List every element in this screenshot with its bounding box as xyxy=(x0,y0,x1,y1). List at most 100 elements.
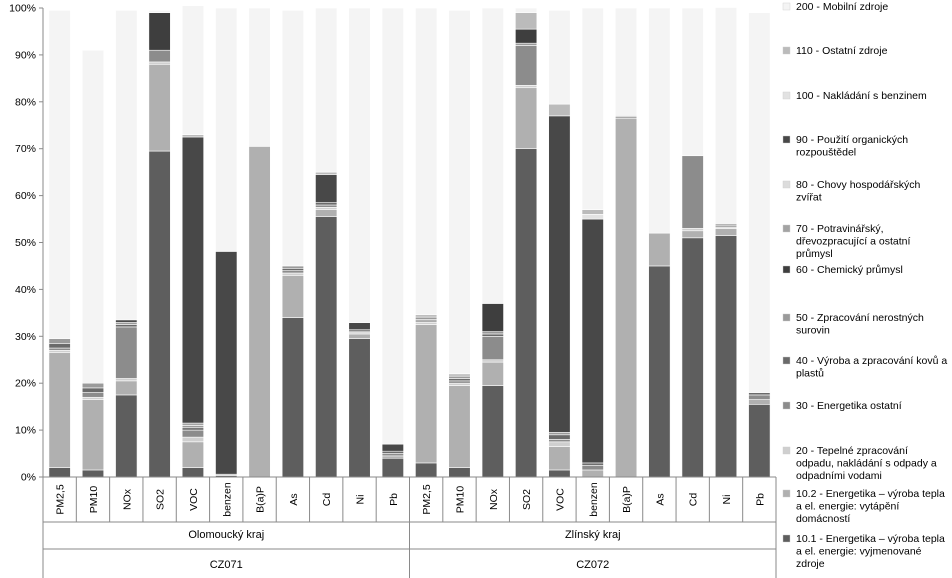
bar-segment xyxy=(714,7,738,225)
bar-segment xyxy=(115,380,138,396)
legend-swatch xyxy=(782,135,791,144)
bar-segment xyxy=(581,7,604,210)
y-tick-label: 60% xyxy=(15,190,36,202)
bar-segment xyxy=(315,174,338,203)
bar-segment xyxy=(681,230,704,239)
bar-segment xyxy=(115,394,138,478)
bar-segment xyxy=(148,63,171,152)
bar-segment xyxy=(115,10,138,321)
bar-segment xyxy=(581,214,604,220)
bar-segment xyxy=(81,469,105,478)
bar-segment xyxy=(448,380,471,384)
bar-segment xyxy=(714,228,738,236)
y-tick-label: 100% xyxy=(9,3,36,15)
x-tick-label: PM2,5 xyxy=(421,484,433,515)
bar-segment xyxy=(448,467,471,478)
bar-segment xyxy=(315,204,338,208)
bar-segment xyxy=(248,7,271,147)
bar-segment xyxy=(714,235,738,478)
bar-segment xyxy=(81,396,105,400)
bar-segment xyxy=(115,321,138,325)
y-tick-label: 50% xyxy=(15,237,36,249)
bar-segment xyxy=(415,321,438,325)
y-tick-label: 30% xyxy=(15,331,36,343)
bar-segment xyxy=(348,338,371,478)
bar-segment xyxy=(515,148,538,478)
bar-segment xyxy=(315,216,338,478)
bar-segment xyxy=(548,434,571,440)
x-tick-label: benzen xyxy=(221,482,233,517)
bar-segment xyxy=(281,270,304,274)
bar-segment xyxy=(281,10,304,267)
bar-segment xyxy=(748,404,771,478)
bar-segment xyxy=(181,429,204,438)
bar-segment xyxy=(181,136,204,424)
legend-swatch xyxy=(782,401,791,410)
bar-segment xyxy=(515,7,538,13)
bar-segment xyxy=(481,385,504,478)
bar-segment xyxy=(548,439,571,443)
x-tick-label: B(a)P xyxy=(621,486,633,513)
bar-segment xyxy=(681,228,704,232)
bar-segment xyxy=(181,422,204,426)
x-tick-label: Pb xyxy=(388,493,400,506)
x-tick-label: VOC xyxy=(188,488,200,511)
bar-segment xyxy=(415,462,438,478)
bar-segment xyxy=(281,275,304,318)
bar-segment xyxy=(448,378,471,382)
y-tick-label: 80% xyxy=(15,96,36,108)
legend-label: 80 - Chovy hospodářských zvířat xyxy=(796,179,920,204)
bar-segment xyxy=(315,202,338,206)
bar-segment xyxy=(248,146,271,478)
x-tick-label: SO2 xyxy=(521,489,533,510)
x-tick-label: B(a)P xyxy=(255,486,267,513)
x-tick-label: NOx xyxy=(488,488,500,510)
legend-label: 70 - Potravinářský, dřevozpracující a ost… xyxy=(796,223,910,260)
x-tick-label: Ni xyxy=(355,495,367,505)
bar-segment xyxy=(481,303,504,332)
legend-label: 100 - Nakládání s benzinem xyxy=(796,90,927,102)
legend-swatch xyxy=(782,46,791,55)
group-code-label: CZ072 xyxy=(576,559,609,571)
legend-swatch xyxy=(782,2,791,11)
bar-segment xyxy=(381,457,404,478)
bar-segment xyxy=(115,324,138,328)
bar-segment xyxy=(348,322,371,331)
bar-segment xyxy=(148,10,171,13)
bar-segment xyxy=(448,375,471,379)
bar-segment xyxy=(81,49,105,384)
bar-segment xyxy=(515,28,538,44)
bar-segment xyxy=(281,317,304,478)
bar-segment xyxy=(381,450,404,454)
legend-swatch xyxy=(782,534,791,543)
bar-segment xyxy=(448,373,471,377)
bar-segment xyxy=(48,467,71,478)
y-tick-label: 90% xyxy=(15,49,36,61)
bar-segment xyxy=(515,87,538,150)
legend-label: 10.1 - Energetika – výroba tepla a el. en… xyxy=(796,533,945,570)
bar-segment xyxy=(181,134,204,138)
bar-segment xyxy=(48,338,71,344)
group-label: Olomoucký kraj xyxy=(188,529,264,541)
bar-segment xyxy=(681,155,704,229)
legend-swatch xyxy=(782,224,791,233)
bar-segment xyxy=(81,392,105,398)
bar-segment xyxy=(548,103,571,117)
bar-segment xyxy=(281,267,304,271)
legend-label: 50 - Zpracování nerostných surovin xyxy=(796,312,924,337)
bar-segment xyxy=(348,7,371,324)
bar-segment xyxy=(581,218,604,464)
bar-segment xyxy=(148,150,171,478)
bar-segment xyxy=(548,446,571,471)
bar-segment xyxy=(581,469,604,478)
bar-segment xyxy=(415,7,438,316)
bar-segment xyxy=(515,85,538,89)
bar-segment xyxy=(181,427,204,431)
bar-segment xyxy=(381,453,404,457)
bar-segment xyxy=(148,49,171,63)
bar-segment xyxy=(415,316,438,320)
bar-segment xyxy=(481,361,504,386)
bar-segment xyxy=(548,10,571,105)
bar-segment xyxy=(681,7,704,157)
x-tick-label: benzen xyxy=(588,482,600,517)
